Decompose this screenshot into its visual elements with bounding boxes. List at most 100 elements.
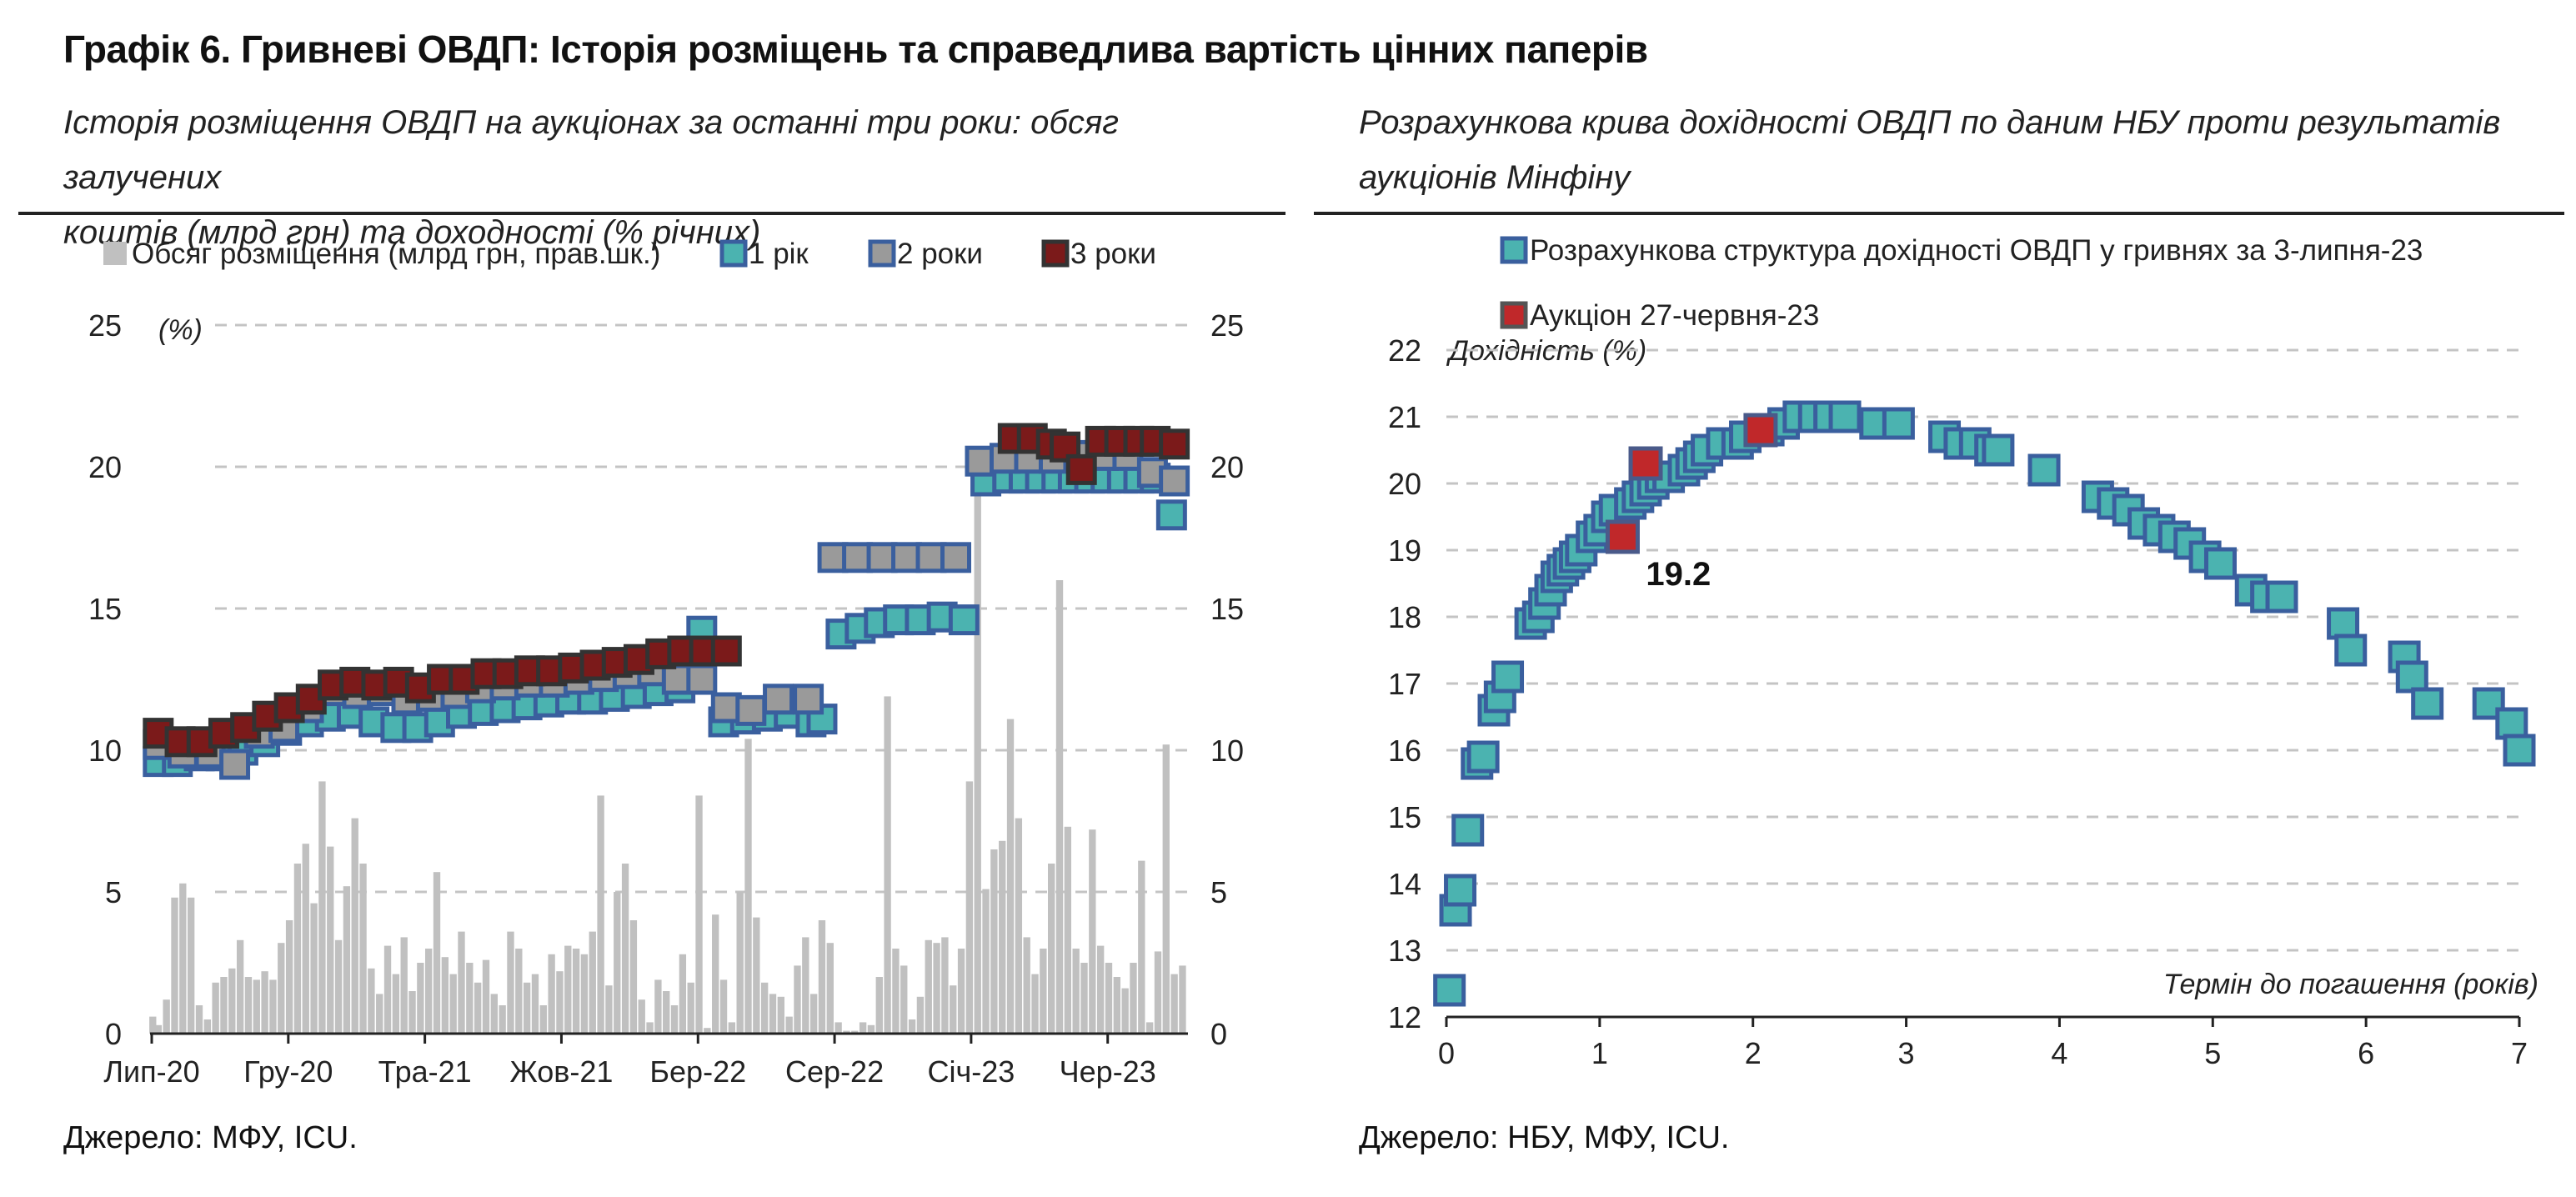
left-x-tick-label: Жов-21 bbox=[509, 1054, 613, 1089]
volume-bar bbox=[916, 996, 925, 1034]
right-subtitle-line-1: Розрахункова крива дохідності ОВДП по да… bbox=[1359, 104, 2501, 141]
volume-bar bbox=[1072, 949, 1080, 1034]
volume-bar bbox=[809, 994, 818, 1034]
left-y-tick-label: 0 bbox=[105, 1017, 122, 1051]
volume-bar bbox=[149, 1016, 157, 1034]
right-y-tick-label: 15 bbox=[1210, 592, 1244, 626]
volume-bar bbox=[843, 1030, 850, 1034]
volume-bar bbox=[859, 1022, 867, 1034]
volume-bar bbox=[310, 903, 318, 1034]
volume-bar bbox=[212, 982, 219, 1034]
volume-bar bbox=[925, 939, 932, 1034]
auction-point bbox=[1628, 446, 1663, 481]
curve-point bbox=[1466, 740, 1500, 774]
volume-bar bbox=[334, 939, 343, 1034]
left-y-unit-label: (%) bbox=[158, 314, 203, 346]
legend-3y-label: 3 роки bbox=[1070, 238, 1156, 270]
volume-bar bbox=[785, 1016, 793, 1034]
volume-bar bbox=[531, 974, 539, 1034]
volume-bar bbox=[523, 982, 531, 1034]
right-chart-y-tick-label: 16 bbox=[1388, 734, 1421, 768]
right-y-tick-label: 5 bbox=[1210, 875, 1227, 909]
left-subtitle-line-1: Історія розміщення ОВДП на аукціонах за … bbox=[63, 104, 1119, 196]
right-y-tick-label: 0 bbox=[1210, 1017, 1227, 1051]
volume-bar bbox=[302, 844, 309, 1034]
left-source: Джерело: МФУ, ICU. bbox=[63, 1120, 358, 1155]
volume-bar bbox=[441, 957, 449, 1034]
point-3y bbox=[1065, 453, 1097, 485]
auction-point bbox=[1605, 519, 1640, 554]
left-x-tick-label: Гру-20 bbox=[243, 1054, 333, 1089]
point-1y bbox=[1155, 499, 1187, 531]
volume-bar bbox=[1179, 965, 1186, 1034]
legend-volume-label: Обсяг розміщення (млрд грн, прав.шк.) bbox=[132, 238, 660, 270]
right-x-tick-label: 6 bbox=[2358, 1036, 2374, 1070]
left-x-tick-label: Тра-21 bbox=[378, 1054, 472, 1089]
volume-bar bbox=[343, 886, 351, 1034]
volume-bar bbox=[1006, 719, 1015, 1034]
volume-bar bbox=[507, 931, 514, 1034]
volume-bar bbox=[539, 1005, 547, 1034]
curve-point bbox=[1828, 400, 1862, 433]
volume-bar bbox=[359, 864, 367, 1034]
volume-bar bbox=[383, 945, 392, 1034]
right-axes: 0 1 2 3 4 5 6 7 bbox=[1438, 1015, 2528, 1070]
right-chart-y-tick-label: 14 bbox=[1388, 867, 1421, 901]
left-x-tick-label: Січ-23 bbox=[927, 1054, 1015, 1089]
right-subtitle-line-2: аукціонів Мінфіну bbox=[1359, 159, 1631, 196]
volume-bar bbox=[244, 977, 253, 1034]
volume-bar bbox=[719, 979, 728, 1034]
volume-bar bbox=[744, 739, 752, 1034]
right-x-tick-label: 4 bbox=[2051, 1036, 2067, 1070]
volume-bar bbox=[327, 846, 334, 1034]
curve-point bbox=[1433, 974, 1466, 1007]
volume-bar bbox=[1113, 977, 1120, 1034]
right-x-tick-label: 0 bbox=[1438, 1036, 1455, 1070]
volume-bar bbox=[1130, 963, 1137, 1034]
right-chart-y-tick-label: 13 bbox=[1388, 934, 1421, 968]
volume-bar bbox=[433, 872, 441, 1034]
curve-point bbox=[2265, 580, 2298, 614]
legend-curve-swatch bbox=[1500, 236, 1528, 264]
curve-point bbox=[2334, 634, 2368, 667]
right-x-tick-label: 5 bbox=[2204, 1036, 2221, 1070]
volume-bar bbox=[499, 1005, 506, 1034]
volume-bar bbox=[1170, 974, 1178, 1034]
volume-bar bbox=[195, 1005, 203, 1034]
volume-bar bbox=[548, 954, 555, 1034]
right-source: Джерело: НБУ, МФУ, ICU. bbox=[1359, 1120, 1730, 1155]
right-chart-y-tick-label: 19 bbox=[1388, 533, 1421, 568]
right-chart-y-tick-label: 18 bbox=[1388, 600, 1421, 634]
point-2y bbox=[763, 684, 794, 715]
right-x-axis-label: Термін до погашення (років) bbox=[2163, 969, 2538, 1000]
legend-2y-swatch bbox=[868, 239, 896, 268]
curve-point bbox=[2203, 547, 2237, 580]
right-x-tick-label: 3 bbox=[1898, 1036, 1915, 1070]
right-series-curve bbox=[1433, 400, 2536, 1007]
volume-bar bbox=[203, 1019, 211, 1034]
left-x-tick-label: Сер-22 bbox=[785, 1054, 884, 1089]
curve-point bbox=[2411, 687, 2444, 720]
volume-bar bbox=[621, 864, 629, 1034]
left-y-tick-label: 15 bbox=[88, 592, 122, 626]
page-title: Графік 6. Гривневі ОВДП: Історія розміще… bbox=[63, 28, 1648, 71]
right-chart-y-tick-label: 22 bbox=[1388, 333, 1421, 368]
legend-volume-swatch bbox=[103, 242, 127, 265]
curve-point bbox=[1491, 660, 1525, 694]
left-header-rule bbox=[18, 212, 1285, 215]
volume-bar bbox=[220, 977, 228, 1034]
volume-bar bbox=[663, 991, 670, 1034]
volume-bar bbox=[179, 883, 187, 1034]
right-chart-y-tick-label: 20 bbox=[1388, 467, 1421, 501]
volume-bar bbox=[597, 795, 604, 1034]
left-subtitle-line-2: коштів (млрд грн) та доходності (% річни… bbox=[63, 214, 761, 251]
legend-auction-label: Аукціон 27-червня-23 bbox=[1530, 299, 1819, 332]
right-chart: Розрахункова структура дохідності ОВДП у… bbox=[1388, 234, 2538, 1070]
volume-bar bbox=[1145, 1022, 1154, 1034]
left-series-1y bbox=[143, 463, 1187, 778]
volume-bar bbox=[154, 1024, 163, 1034]
volume-bar bbox=[269, 979, 277, 1034]
legend-1y-swatch bbox=[719, 239, 748, 268]
legend-1y-label: 1 рік bbox=[749, 238, 809, 270]
volume-bar bbox=[605, 985, 613, 1034]
